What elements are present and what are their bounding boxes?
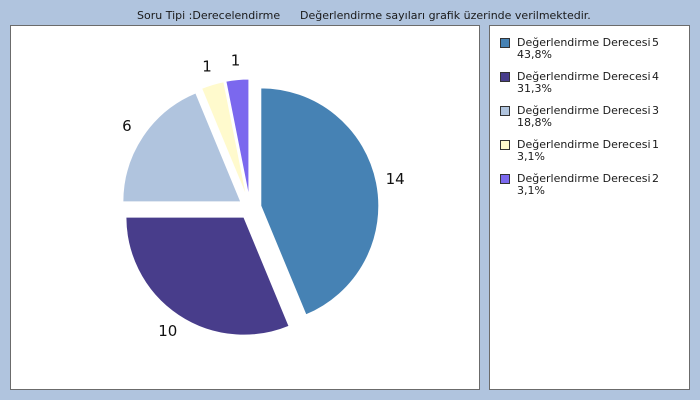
legend-item-name: Değerlendirme Derecesi [517,36,651,49]
legend-item-name: Değerlendirme Derecesi [517,138,651,151]
pie-slice [225,78,250,198]
legend-item-name: Değerlendirme Derecesi [517,104,651,117]
legend-item-value: 5 [652,36,659,49]
legend-item-percent: 31,3% [517,82,552,95]
legend-swatch [500,174,510,184]
pie-slice [200,81,248,198]
legend-item-value: 4 [652,70,659,83]
legend-swatch [500,140,510,150]
legend-item: Değerlendirme Derecesi 4 31,3% [500,70,685,100]
legend-panel: Değerlendirme Derecesi 5 43,8% Değerlend… [489,25,690,390]
legend-item-percent: 18,8% [517,116,552,129]
legend-swatch [500,38,510,48]
chart-note-label: Değerlendirme sayıları grafik üzerinde v… [300,9,591,22]
legend-item-value: 1 [652,138,659,151]
pie-data-label: 1 [202,57,212,75]
legend-item-value: 3 [652,104,659,117]
legend-swatch [500,72,510,82]
pie-slice [122,92,242,203]
legend-swatch [500,106,510,116]
question-type-label: Soru Tipi :Derecelendirme [137,9,281,22]
legend-item-percent: 3,1% [517,184,545,197]
legend-item-name: Değerlendirme Derecesi [517,70,651,83]
chart-panel: 14 10 6 1 1 [10,25,480,390]
legend-item-percent: 3,1% [517,150,545,163]
legend-item: Değerlendirme Derecesi 3 18,8% [500,104,685,134]
pie-data-label: 6 [122,117,132,135]
legend-item: Değerlendirme Derecesi 5 43,8% [500,36,685,66]
chart-header: Soru Tipi :Derecelendirme Değerlendirme … [0,9,700,25]
pie-data-label: 10 [158,322,177,340]
pie-chart: 14 10 6 1 1 [122,52,405,340]
pie-slice [125,216,290,336]
legend-item: Değerlendirme Derecesi 2 3,1% [500,172,685,202]
legend-item-name: Değerlendirme Derecesi [517,172,651,185]
legend-item: Değerlendirme Derecesi 1 3,1% [500,138,685,168]
legend-item-percent: 43,8% [517,48,552,61]
legend-item-value: 2 [652,172,659,185]
pie-data-label: 1 [231,52,241,70]
pie-data-label: 14 [386,170,405,188]
pie-slice [260,87,380,316]
